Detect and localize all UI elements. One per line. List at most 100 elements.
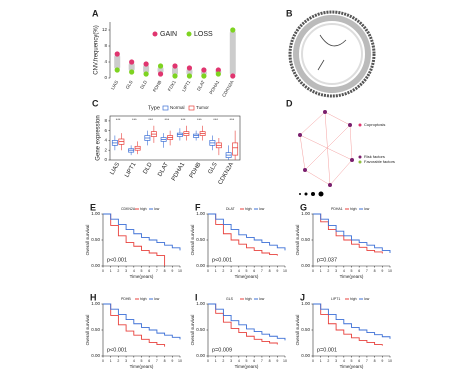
y-tick-label: 4 [104, 138, 107, 143]
legend-dot [358, 155, 362, 159]
y-tick-label: 0.50 [91, 237, 100, 242]
x-tick-label: 2 [222, 359, 224, 363]
x-tick-label: 10 [178, 359, 182, 363]
x-tick-label: 0 [207, 269, 209, 273]
y-axis-label: Gene expression [96, 115, 102, 160]
point [215, 71, 221, 77]
y-tick-label: 0.00 [196, 263, 205, 268]
x-tick-label: 0 [102, 269, 104, 273]
network-legend: Risk factors [364, 154, 385, 159]
x-tick-label: 8 [164, 269, 166, 273]
survival-curve [313, 213, 391, 253]
x-tick-label: 7 [366, 359, 368, 363]
survival-curve [313, 303, 391, 339]
p-value: p=0.009 [212, 347, 232, 353]
x-tick-label: LIAS [110, 162, 122, 176]
legend-marker [186, 31, 192, 37]
x-tick-label: PDHB [189, 162, 203, 179]
x-tick-label: 6 [358, 359, 360, 363]
panel-label: H [90, 292, 97, 302]
panel-label: F [195, 202, 201, 212]
x-tick-label: 5 [141, 359, 143, 363]
point [230, 27, 236, 33]
y-tick-label: 0.00 [91, 353, 100, 358]
x-tick-label: 7 [156, 359, 158, 363]
network-legend: Cuproptosis [364, 122, 385, 127]
y-tick-label: 0.00 [196, 353, 205, 358]
y-axis-label: Overall survival [190, 225, 195, 256]
point [114, 67, 120, 73]
point [157, 71, 164, 77]
x-tick-label: 1 [215, 269, 217, 273]
legend-title: LIPT1 [331, 297, 340, 301]
x-tick-label: 1 [320, 269, 322, 273]
legend-marker [162, 105, 169, 111]
x-tick-label: 2 [327, 269, 329, 273]
legend-label: low [364, 207, 370, 211]
legend-title: GLS [226, 297, 234, 301]
legend-title: PDHA1 [331, 207, 343, 211]
x-tick-label: 5 [141, 269, 143, 273]
circos-inner [301, 23, 363, 85]
p-value: p<0.001 [107, 257, 127, 263]
x-tick-label: CDKN2A [221, 80, 234, 98]
legend-label: GAIN [160, 31, 177, 38]
x-tick-label: 9 [171, 269, 173, 273]
x-tick-label: 3 [125, 269, 127, 273]
x-tick-label: 1 [320, 359, 322, 363]
plot-frame [109, 115, 241, 161]
legend-dot [358, 123, 362, 127]
panel-label: A [92, 8, 99, 18]
significance: *** [181, 117, 186, 122]
point [201, 73, 207, 79]
legend-label: low [259, 207, 265, 211]
point [143, 71, 149, 77]
x-tick-label: 8 [374, 269, 376, 273]
legend-label: high [245, 297, 252, 301]
point [143, 61, 149, 67]
legend-label: low [154, 207, 160, 211]
x-tick-label: 6 [148, 359, 150, 363]
y-tick-label: 6 [104, 128, 107, 133]
box [232, 142, 239, 156]
legend-label: Normal [170, 105, 185, 110]
panel-label: B [286, 8, 293, 18]
x-tick-label: DLAT [196, 79, 206, 91]
network-edges [299, 111, 353, 186]
survival-curve [208, 303, 278, 345]
legend-label: low [364, 297, 370, 301]
survival-curve [313, 303, 383, 346]
y-axis-label: CNV.frequency(%) [94, 25, 100, 74]
x-axis-label: Time(years) [130, 364, 154, 369]
y-axis-label: Overall survival [85, 315, 90, 346]
x-tick-label: LIPT1 [124, 161, 138, 178]
y-axis-label: Overall survival [295, 315, 300, 346]
x-tick-label: 6 [148, 269, 150, 273]
y-tick-label: 4 [104, 59, 107, 64]
survival-curve [103, 303, 181, 340]
point [230, 73, 236, 79]
x-tick-label: 6 [253, 269, 255, 273]
y-tick-label: 0.50 [196, 237, 205, 242]
x-axis-label: Time(years) [235, 364, 259, 369]
x-tick-label: 2 [117, 269, 119, 273]
x-tick-label: 3 [125, 359, 127, 363]
survival-curve [103, 213, 181, 251]
panel-label: E [90, 202, 96, 212]
panel-label: D [286, 98, 293, 108]
legend-title: DLAT [226, 207, 236, 211]
y-tick-label: 8 [104, 43, 107, 48]
point [186, 73, 193, 79]
x-tick-label: 5 [246, 269, 248, 273]
point [129, 59, 135, 65]
point [157, 63, 164, 69]
x-tick-label: 8 [164, 359, 166, 363]
x-tick-label: DLAT [157, 162, 170, 178]
y-tick-label: 0.50 [301, 237, 310, 242]
y-tick-label: 0.00 [301, 263, 310, 268]
x-tick-label: 3 [230, 269, 232, 273]
significance: *** [165, 117, 170, 122]
x-tick-label: 7 [366, 269, 368, 273]
y-tick-label: 0.50 [196, 327, 205, 332]
significance: *** [197, 117, 202, 122]
